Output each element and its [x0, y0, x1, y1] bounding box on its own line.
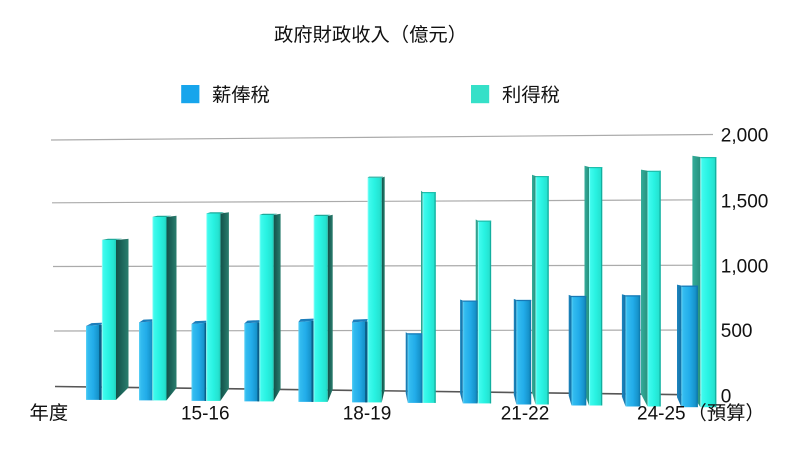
svg-text:21-22: 21-22	[501, 404, 550, 425]
svg-text:24-25: 24-25	[637, 404, 686, 425]
svg-text:18-19: 18-19	[343, 404, 392, 425]
svg-text:0: 0	[721, 386, 732, 407]
svg-text:15-16: 15-16	[181, 404, 230, 425]
svg-text:1,500: 1,500	[721, 192, 769, 213]
svg-text:1,000: 1,000	[721, 256, 769, 277]
svg-text:500: 500	[721, 321, 753, 342]
svg-text:2,000: 2,000	[721, 126, 769, 147]
